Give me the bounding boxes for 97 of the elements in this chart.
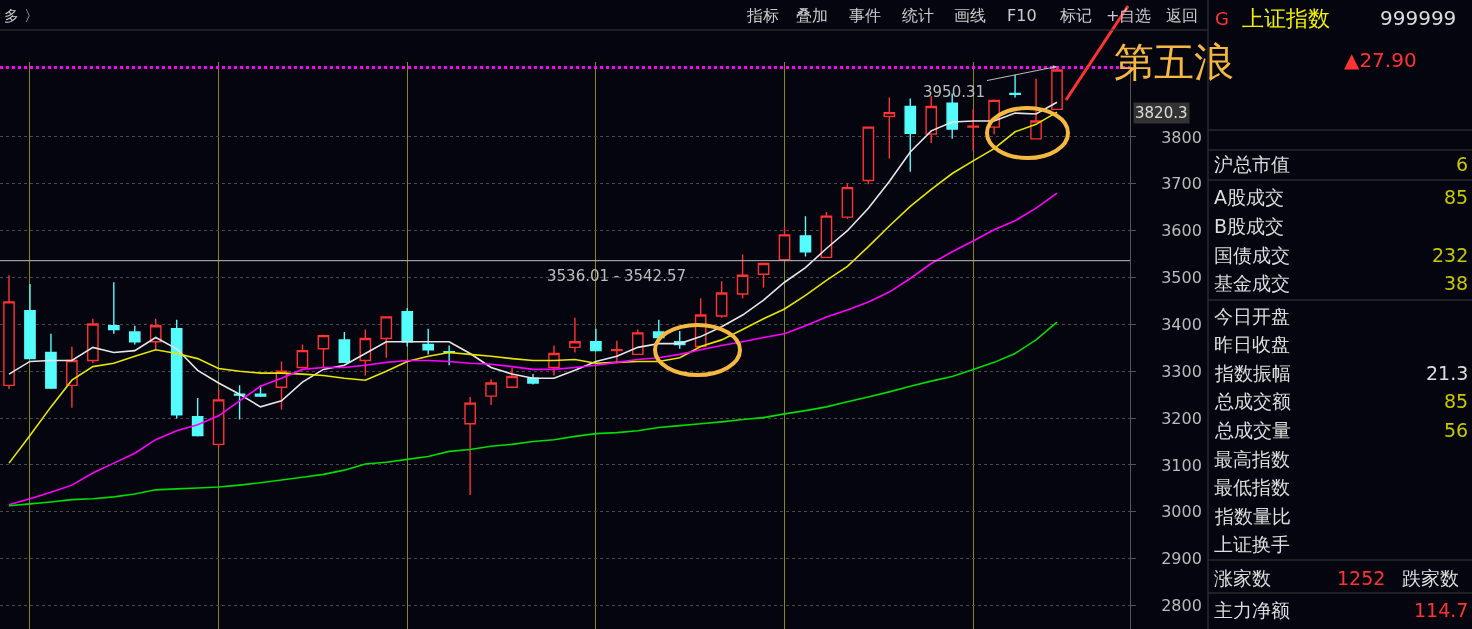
candlestick [715, 280, 728, 319]
text: 指数振幅 [1214, 362, 1291, 384]
candlestick [3, 274, 15, 390]
candlestick [401, 307, 414, 348]
candlestick [317, 334, 330, 369]
y-tick-label: 3700 [1161, 174, 1202, 194]
text: 基金成交 [1214, 272, 1290, 294]
y-tick-label: 3500 [1161, 268, 1202, 288]
text: 昨日收盘 [1214, 333, 1290, 355]
text: 主力净额 [1214, 599, 1290, 621]
text: 总成交额 [1214, 390, 1291, 412]
text: A股成交 [1214, 186, 1284, 208]
candlestick [967, 108, 979, 152]
text: 返回 [1166, 6, 1198, 25]
text: 国债成交 [1214, 244, 1290, 266]
y-tick-label: 3300 [1161, 361, 1202, 381]
candlestick [149, 318, 162, 351]
candlestick [862, 126, 875, 185]
text: 6 [1456, 153, 1469, 175]
text: 上证指数 [1242, 6, 1330, 31]
candlestick [925, 95, 938, 144]
candlestick [1030, 78, 1042, 140]
y-tick-label: 3800 [1161, 127, 1202, 147]
y-tick-label: 3000 [1161, 502, 1202, 522]
candlestick [1009, 73, 1021, 99]
candlestick [422, 327, 435, 356]
text: 指标 [746, 6, 779, 25]
text: 21.3 [1426, 362, 1469, 384]
candlestick [464, 396, 476, 496]
text: 事件 [849, 6, 881, 25]
candlestick [87, 318, 99, 365]
candlestick [841, 182, 854, 220]
candlestick [631, 328, 644, 356]
y-tick-label: 3100 [1161, 455, 1202, 475]
text: 56 [1444, 419, 1469, 441]
candlestick [107, 281, 120, 335]
candlestick [506, 366, 518, 389]
text: ▲27.90 [1344, 48, 1417, 72]
candlestick [736, 253, 749, 299]
text: 总成交量 [1214, 419, 1291, 441]
line-series [8, 192, 1058, 506]
text: 标记 [1059, 6, 1092, 25]
text: 跌家数 [1402, 567, 1459, 589]
text: B股成交 [1214, 215, 1285, 237]
candlestick [820, 211, 833, 259]
candlestick [359, 328, 372, 377]
candlestick [883, 96, 896, 160]
candlestick [24, 283, 36, 360]
text: 叠加 [796, 6, 828, 25]
text: 999999 [1380, 6, 1457, 30]
line-series [8, 111, 1058, 464]
text: 涨家数 [1214, 567, 1271, 589]
candlestick [799, 215, 812, 258]
y-tick-label: 2900 [1161, 549, 1202, 569]
text: 沪总市值 [1214, 153, 1290, 175]
text: 画线 [954, 6, 986, 25]
text: 今日开盘 [1214, 305, 1290, 327]
line-series [8, 321, 1058, 507]
text: 最高指数 [1214, 448, 1290, 470]
text: 232 [1432, 244, 1469, 266]
candlestick [45, 333, 57, 390]
line-series [8, 101, 1058, 408]
candlestick [212, 389, 225, 449]
text: 85 [1444, 186, 1469, 208]
text: F10 [1007, 6, 1037, 25]
candlestick [128, 325, 141, 346]
candlestick [590, 327, 602, 353]
text: 最低指数 [1214, 476, 1290, 498]
candlestick [569, 317, 581, 354]
text: 3820.3 [1135, 104, 1188, 122]
candlestick [778, 226, 791, 262]
candlestick [485, 378, 497, 406]
y-tick-label: 2800 [1161, 596, 1202, 616]
text: 38 [1444, 272, 1469, 294]
candlestick [296, 343, 309, 370]
text: 多 〉 [4, 7, 39, 25]
candlestick [904, 97, 917, 173]
candlestick [338, 331, 351, 364]
text: 114.7 [1414, 599, 1469, 621]
text: 85 [1444, 390, 1469, 412]
text: +自选 [1106, 6, 1152, 25]
ref-line-label: 3536.01 - 3542.57 [547, 267, 687, 285]
y-tick-label: 3600 [1161, 221, 1202, 241]
candlestick [548, 344, 560, 377]
text: G [1215, 8, 1229, 29]
text: 第五浪 [1114, 39, 1234, 85]
text: 上证换手 [1214, 533, 1290, 555]
y-tick-label: 3200 [1161, 408, 1202, 428]
candlestick [380, 316, 393, 359]
candlestick [170, 319, 183, 420]
y-tick-label: 3400 [1161, 315, 1202, 335]
candlestick [66, 345, 78, 409]
text: 统计 [902, 6, 934, 25]
text: 指数量比 [1214, 505, 1291, 527]
candlestick [757, 262, 770, 289]
text: 1252 [1337, 567, 1386, 589]
candlestick [611, 340, 623, 365]
